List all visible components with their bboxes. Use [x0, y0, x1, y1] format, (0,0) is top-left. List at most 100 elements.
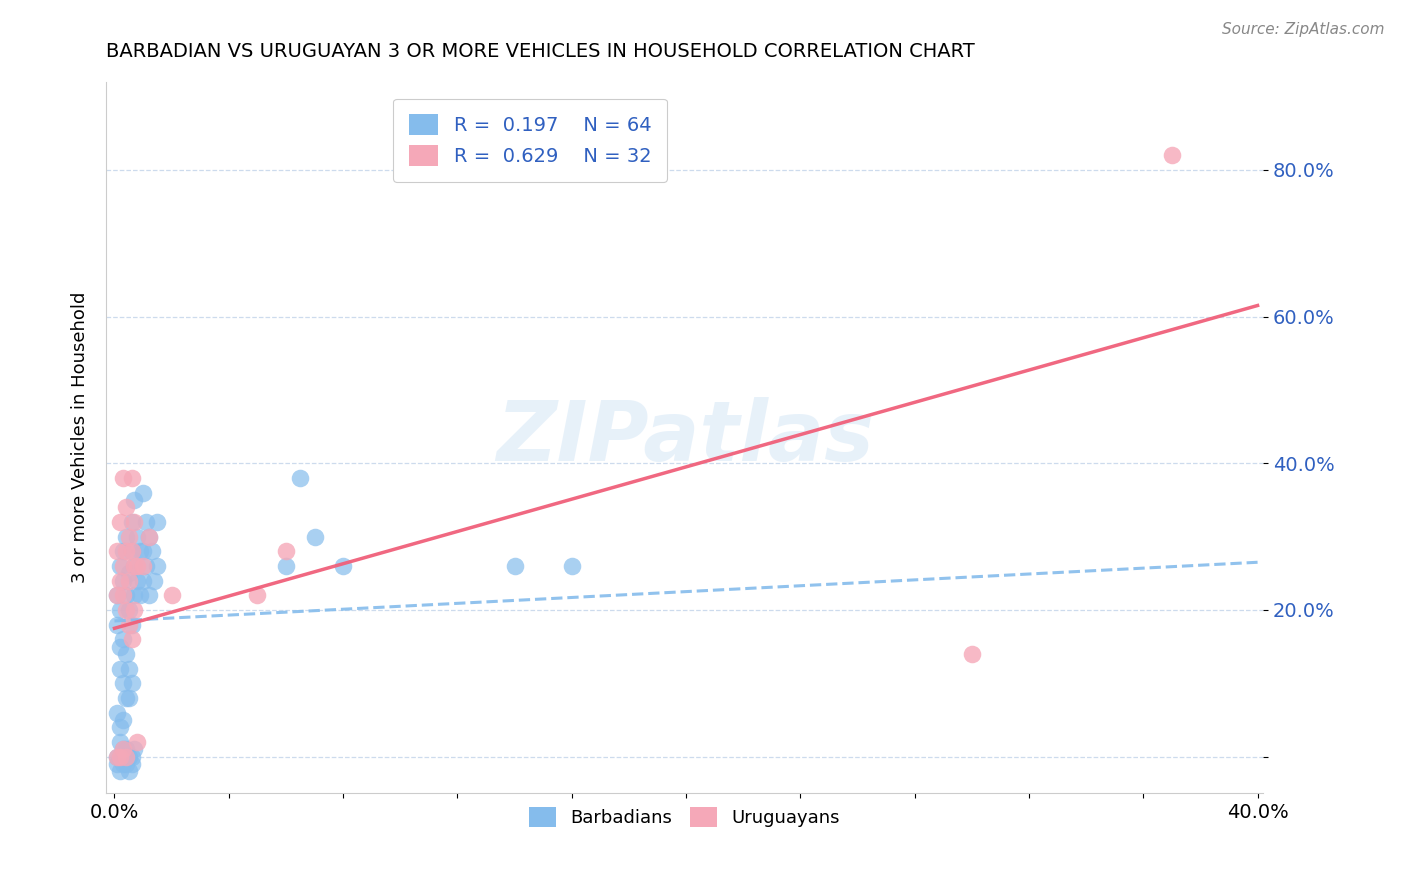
Point	[108, 640, 131, 654]
Point	[129, 588, 152, 602]
Point	[129, 544, 152, 558]
Point	[124, 558, 146, 573]
Point	[105, 706, 128, 720]
Point	[108, 764, 131, 779]
Point	[121, 757, 143, 772]
Point	[105, 749, 128, 764]
Point	[1160, 148, 1182, 162]
Point	[124, 603, 146, 617]
Point	[105, 588, 128, 602]
Point	[118, 603, 141, 617]
Point	[127, 574, 149, 588]
Point	[121, 632, 143, 647]
Point	[115, 603, 138, 617]
Point	[112, 558, 135, 573]
Point	[143, 574, 166, 588]
Point	[304, 530, 326, 544]
Point	[105, 749, 128, 764]
Point	[124, 492, 146, 507]
Text: BARBADIAN VS URUGUAYAN 3 OR MORE VEHICLES IN HOUSEHOLD CORRELATION CHART: BARBADIAN VS URUGUAYAN 3 OR MORE VEHICLE…	[105, 42, 974, 61]
Point	[127, 530, 149, 544]
Point	[118, 574, 141, 588]
Point	[112, 632, 135, 647]
Point	[121, 749, 143, 764]
Point	[105, 757, 128, 772]
Point	[115, 530, 138, 544]
Point	[160, 588, 183, 602]
Point	[135, 558, 157, 573]
Point	[121, 544, 143, 558]
Point	[115, 500, 138, 515]
Point	[115, 588, 138, 602]
Point	[105, 617, 128, 632]
Point	[124, 742, 146, 756]
Point	[115, 690, 138, 705]
Point	[960, 647, 983, 661]
Point	[112, 742, 135, 756]
Point	[108, 558, 131, 573]
Point	[108, 749, 131, 764]
Point	[246, 588, 269, 602]
Point	[132, 485, 155, 500]
Point	[108, 574, 131, 588]
Point	[108, 515, 131, 529]
Point	[112, 742, 135, 756]
Point	[118, 566, 141, 581]
Point	[146, 515, 169, 529]
Point	[112, 749, 135, 764]
Point	[108, 749, 131, 764]
Point	[132, 574, 155, 588]
Point	[118, 617, 141, 632]
Point	[274, 558, 297, 573]
Point	[108, 662, 131, 676]
Point	[561, 558, 583, 573]
Point	[274, 544, 297, 558]
Point	[332, 558, 354, 573]
Point	[132, 544, 155, 558]
Point	[112, 588, 135, 602]
Point	[115, 749, 138, 764]
Point	[105, 544, 128, 558]
Point	[121, 617, 143, 632]
Point	[108, 735, 131, 749]
Point	[141, 544, 163, 558]
Point	[138, 588, 160, 602]
Point	[503, 558, 526, 573]
Point	[108, 720, 131, 734]
Point	[127, 735, 149, 749]
Point	[127, 558, 149, 573]
Point	[118, 764, 141, 779]
Point	[112, 757, 135, 772]
Point	[118, 749, 141, 764]
Point	[132, 558, 155, 573]
Point	[121, 676, 143, 690]
Point	[105, 588, 128, 602]
Text: Source: ZipAtlas.com: Source: ZipAtlas.com	[1222, 22, 1385, 37]
Point	[112, 574, 135, 588]
Point	[290, 471, 312, 485]
Point	[118, 690, 141, 705]
Point	[112, 544, 135, 558]
Point	[124, 515, 146, 529]
Point	[112, 713, 135, 727]
Point	[118, 662, 141, 676]
Legend: Barbadians, Uruguayans: Barbadians, Uruguayans	[522, 800, 848, 834]
Point	[124, 588, 146, 602]
Point	[108, 603, 131, 617]
Point	[121, 515, 143, 529]
Point	[121, 544, 143, 558]
Point	[146, 558, 169, 573]
Point	[112, 676, 135, 690]
Point	[118, 530, 141, 544]
Point	[112, 471, 135, 485]
Point	[138, 530, 160, 544]
Point	[115, 757, 138, 772]
Y-axis label: 3 or more Vehicles in Household: 3 or more Vehicles in Household	[72, 292, 89, 583]
Point	[115, 647, 138, 661]
Point	[124, 558, 146, 573]
Point	[138, 530, 160, 544]
Point	[135, 515, 157, 529]
Text: ZIPatlas: ZIPatlas	[496, 397, 873, 478]
Point	[121, 471, 143, 485]
Point	[115, 742, 138, 756]
